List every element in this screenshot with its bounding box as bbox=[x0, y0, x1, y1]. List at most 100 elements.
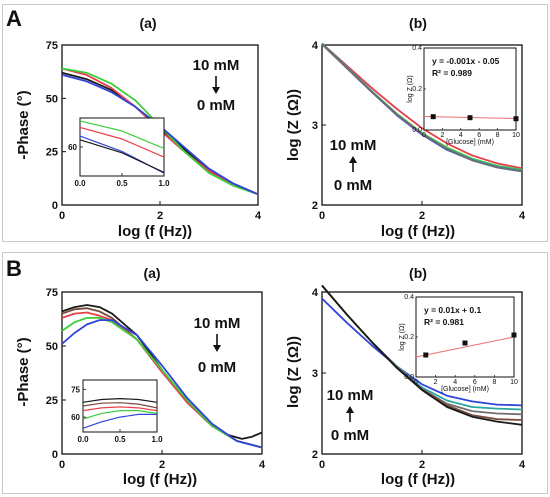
panel-a-a-annot-top: 10 mM bbox=[193, 57, 240, 74]
panel-a-b-inset-ytick-label: 0.4 bbox=[412, 45, 422, 52]
panel-b-b-inset-ytick-label: 0.4 bbox=[404, 294, 414, 301]
panel-a-a-inset-frame bbox=[79, 117, 165, 177]
panel-a-b-inset-point bbox=[513, 116, 519, 122]
panel-a-b-inset-xtick-label: 6 bbox=[477, 132, 481, 139]
panel-b-b-inset-xtick-label: 4 bbox=[453, 379, 457, 386]
panel-b-a-ytick-label: 25 bbox=[46, 395, 58, 407]
panel-b-b-series-line-0 bbox=[321, 297, 523, 407]
panel-a-a-inset-ytick-label: 60 bbox=[68, 143, 77, 152]
panel-b-b-inset-xtick-label: 10 bbox=[510, 379, 518, 386]
panel-a-a-ytick-label: 0 bbox=[52, 200, 58, 212]
panel-a-b-title: (b) bbox=[409, 15, 427, 31]
panel-b-a-inset-series-1 bbox=[82, 402, 158, 409]
panel-b-a-xtick-label: 4 bbox=[259, 459, 266, 471]
panel-b-b-inset-xlabel: [Glucose] (mM) bbox=[441, 386, 489, 393]
panel-b-a-xlabel: log (f (Hz)) bbox=[123, 471, 197, 488]
panel-b-a-inset-xtick-label: 1.0 bbox=[151, 435, 163, 444]
panel-a-a-annot-bottom: 0 mM bbox=[197, 97, 235, 114]
panel-a-b-annot-bottom: 0 mM bbox=[334, 177, 372, 194]
panel-b-b-ytick-label: 4 bbox=[312, 287, 319, 299]
panel-b-b-annot-bottom: 0 mM bbox=[331, 427, 369, 444]
panel-a-a-arrow-head bbox=[212, 87, 220, 94]
panel-b-b-inset-xtick-label: 6 bbox=[473, 379, 477, 386]
panel-b-a-ylabel: -Phase (°) bbox=[15, 337, 32, 406]
panel-b-b-inset-xtick-label: 2 bbox=[434, 379, 438, 386]
panel-b-b-ytick-label: 3 bbox=[312, 368, 318, 380]
panel-a-b-inset-ytick-label: 0.0 bbox=[412, 127, 422, 134]
panel-a-b-xlabel: log (f (Hz)) bbox=[381, 223, 455, 240]
panel-b-b-xtick-label: 2 bbox=[419, 459, 425, 471]
panel-b-a-xtick-label: 0 bbox=[59, 459, 65, 471]
panel-b-a-title: (a) bbox=[143, 265, 160, 281]
panel-a-a-ytick-label: 50 bbox=[46, 93, 58, 105]
panel-a-a-xtick-label: 4 bbox=[255, 210, 262, 222]
panel-a-a-inset-series-3 bbox=[79, 139, 165, 173]
panel-a-a-inset-xtick-label: 0.0 bbox=[74, 179, 86, 188]
panel-a-a-inset-series-0 bbox=[79, 120, 165, 150]
panel-b-a-inset-ytick-label: 60 bbox=[71, 413, 80, 422]
panel-b-a-inset-xtick-label: 0.5 bbox=[114, 435, 126, 444]
panel-b-a-inset-series-2 bbox=[82, 406, 158, 412]
panel-a-b-xtick-label: 2 bbox=[419, 210, 425, 222]
panel-a-b-ylabel: log (Z (Ω)) bbox=[285, 89, 302, 161]
panel-a-b-ytick-label: 2 bbox=[312, 200, 318, 212]
panel-a-b-inset-xtick-label: 10 bbox=[512, 132, 520, 139]
panel-a-b-inset-eq1: y = -0.001x - 0.05 bbox=[432, 56, 500, 66]
panel-b-a-inset-series-0 bbox=[82, 397, 158, 403]
panel-b-b-inset-ylabel: log Z (Ω) bbox=[399, 323, 406, 350]
panel-a-b-series-line-0 bbox=[321, 42, 523, 170]
panel-b-a-series-line-4 bbox=[61, 319, 263, 449]
panel-b-b-inset-xtick-label: 8 bbox=[492, 379, 496, 386]
panel-b-b-xlabel: log (f (Hz)) bbox=[381, 471, 455, 488]
row-a-letter: A bbox=[6, 6, 22, 31]
panel-a-b-arrow-head bbox=[349, 156, 357, 163]
panel-a-a-xtick-label: 2 bbox=[157, 210, 163, 222]
panel-b-b-annot-top: 10 mM bbox=[327, 387, 374, 404]
panel-b-b-inset-ytick-label: 0.0 bbox=[404, 374, 414, 381]
panel-b-b-inset-eq1: y = 0.01x + 0.1 bbox=[424, 305, 481, 315]
panel-a-b-inset-point bbox=[430, 114, 436, 120]
panel-b-b-ylabel: log (Z (Ω)) bbox=[285, 336, 302, 408]
panel-b-b-xtick-label: 4 bbox=[519, 459, 526, 471]
panel-b-b-ytick-label: 2 bbox=[312, 449, 318, 461]
panel-b-b-inset-point bbox=[462, 340, 468, 346]
panel-a-a-inset-xtick-label: 0.5 bbox=[116, 179, 128, 188]
row-b-letter: B bbox=[6, 256, 22, 281]
panel-b-b-inset-point bbox=[423, 352, 429, 358]
panel-b-a-xtick-label: 2 bbox=[159, 459, 165, 471]
panel-b-b-inset-fit-line bbox=[415, 336, 515, 358]
panel-a-b-inset-xtick-label: 2 bbox=[440, 132, 444, 139]
panel-a-b-inset-eq2: R² = 0.989 bbox=[432, 68, 472, 78]
panel-b-a-inset-ytick-label: 75 bbox=[71, 385, 80, 394]
panel-b-b-arrow-head bbox=[346, 406, 354, 413]
panel-b-b-inset-ytick-label: 0.2 bbox=[404, 334, 414, 341]
panel-a-b-xtick-label: 0 bbox=[319, 210, 325, 222]
panel-a-a-ytick-label: 25 bbox=[46, 147, 58, 159]
panel-a-a-inset-series-1 bbox=[79, 126, 165, 158]
panel-b-a-ytick-label: 50 bbox=[46, 341, 58, 353]
panel-b-b-xtick-label: 0 bbox=[319, 459, 325, 471]
panel-b-a-annot-top: 10 mM bbox=[194, 315, 241, 332]
panel-b-a-inset-series-4 bbox=[82, 413, 157, 429]
panel-b-a-ytick-label: 0 bbox=[52, 449, 58, 461]
panel-a-a-ylabel: -Phase (°) bbox=[15, 90, 32, 159]
panel-a-b-xtick-label: 4 bbox=[519, 210, 526, 222]
panel-b-a-annot-bottom: 0 mM bbox=[198, 359, 236, 376]
panel-b-b-inset-eq2: R² = 0.981 bbox=[424, 317, 464, 327]
panel-a-b-inset-xtick-label: 0 bbox=[422, 132, 426, 139]
panel-a-b-inset-point bbox=[467, 115, 473, 121]
panel-b-b-inset-point bbox=[511, 332, 517, 338]
panel-a-b-ytick-label: 4 bbox=[312, 40, 319, 52]
panel-a-b-inset-ytick-label: 0.2 bbox=[412, 86, 422, 93]
panel-b-a-series-line-3 bbox=[61, 317, 263, 449]
panel-b-b-title: (b) bbox=[409, 265, 427, 281]
panel-b-a-ytick-label: 75 bbox=[46, 287, 58, 299]
panel-a-b-inset-xtick-label: 4 bbox=[459, 132, 463, 139]
panel-a-b-inset-xlabel: [Glucose] (mM) bbox=[446, 139, 494, 146]
panel-a-a-ytick-label: 75 bbox=[46, 40, 58, 52]
panel-a-b-ytick-label: 3 bbox=[312, 120, 318, 132]
panel-a-b-inset-xtick-label: 8 bbox=[496, 132, 500, 139]
panel-b-a-arrow-head bbox=[213, 345, 221, 352]
panel-a-a-xlabel: log (f (Hz)) bbox=[118, 223, 192, 240]
